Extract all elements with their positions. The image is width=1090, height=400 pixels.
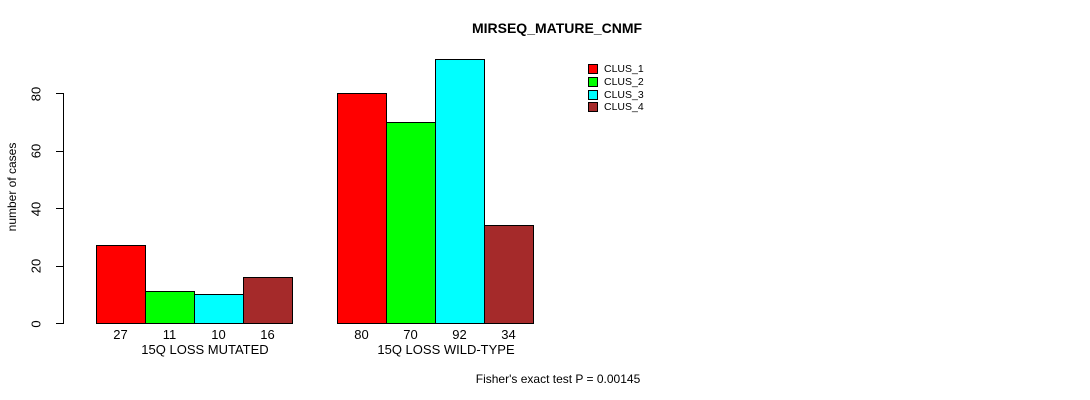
legend-swatch (588, 64, 598, 75)
x-group-label: 15Q LOSS WILD-TYPE (377, 342, 515, 357)
bar (96, 245, 146, 324)
y-tick (56, 265, 63, 267)
bar (484, 225, 534, 324)
y-tick (56, 150, 63, 152)
bar-value-label: 27 (113, 327, 128, 342)
legend: CLUS_1 CLUS_2 CLUS_3 CLUS_4 (588, 63, 644, 114)
y-tick (56, 323, 63, 324)
bar (145, 291, 195, 324)
bar-value-label: 70 (403, 327, 418, 342)
bar-value-label: 34 (501, 327, 516, 342)
x-group-label: 15Q LOSS MUTATED (141, 342, 269, 357)
y-tick-label: 80 (28, 86, 44, 101)
bar (194, 294, 244, 324)
y-tick-label: 40 (28, 201, 44, 216)
y-tick-label: 60 (28, 143, 44, 159)
legend-label: CLUS_2 (604, 76, 644, 89)
legend-swatch (588, 102, 598, 113)
annotation-text: Fisher's exact test P = 0.00145 (475, 372, 641, 386)
legend-item: CLUS_1 (588, 63, 644, 76)
y-tick-label: 20 (28, 258, 44, 274)
y-axis-label: number of cases (5, 142, 19, 232)
bar (435, 58, 485, 324)
bar (337, 93, 387, 324)
bar-value-label: 92 (452, 327, 467, 342)
legend-swatch (588, 89, 598, 100)
bar-value-label: 10 (211, 327, 226, 342)
y-axis-line (63, 93, 64, 324)
bar-value-label: 11 (162, 327, 177, 342)
legend-label: CLUS_3 (604, 88, 644, 101)
bar (243, 277, 293, 324)
legend-item: CLUS_4 (588, 101, 644, 114)
bar (386, 121, 436, 324)
legend-label: CLUS_1 (604, 63, 644, 76)
chart-title: MIRSEQ_MATURE_CNMF (471, 20, 643, 36)
y-tick-label: 0 (28, 319, 44, 328)
bar-value-label: 16 (260, 327, 275, 342)
legend-swatch (588, 77, 598, 88)
legend-item: CLUS_3 (588, 88, 644, 101)
legend-label: CLUS_4 (604, 101, 644, 114)
y-tick (56, 93, 63, 94)
bar-value-label: 80 (354, 327, 369, 342)
legend-item: CLUS_2 (588, 76, 644, 89)
y-tick (56, 208, 63, 209)
